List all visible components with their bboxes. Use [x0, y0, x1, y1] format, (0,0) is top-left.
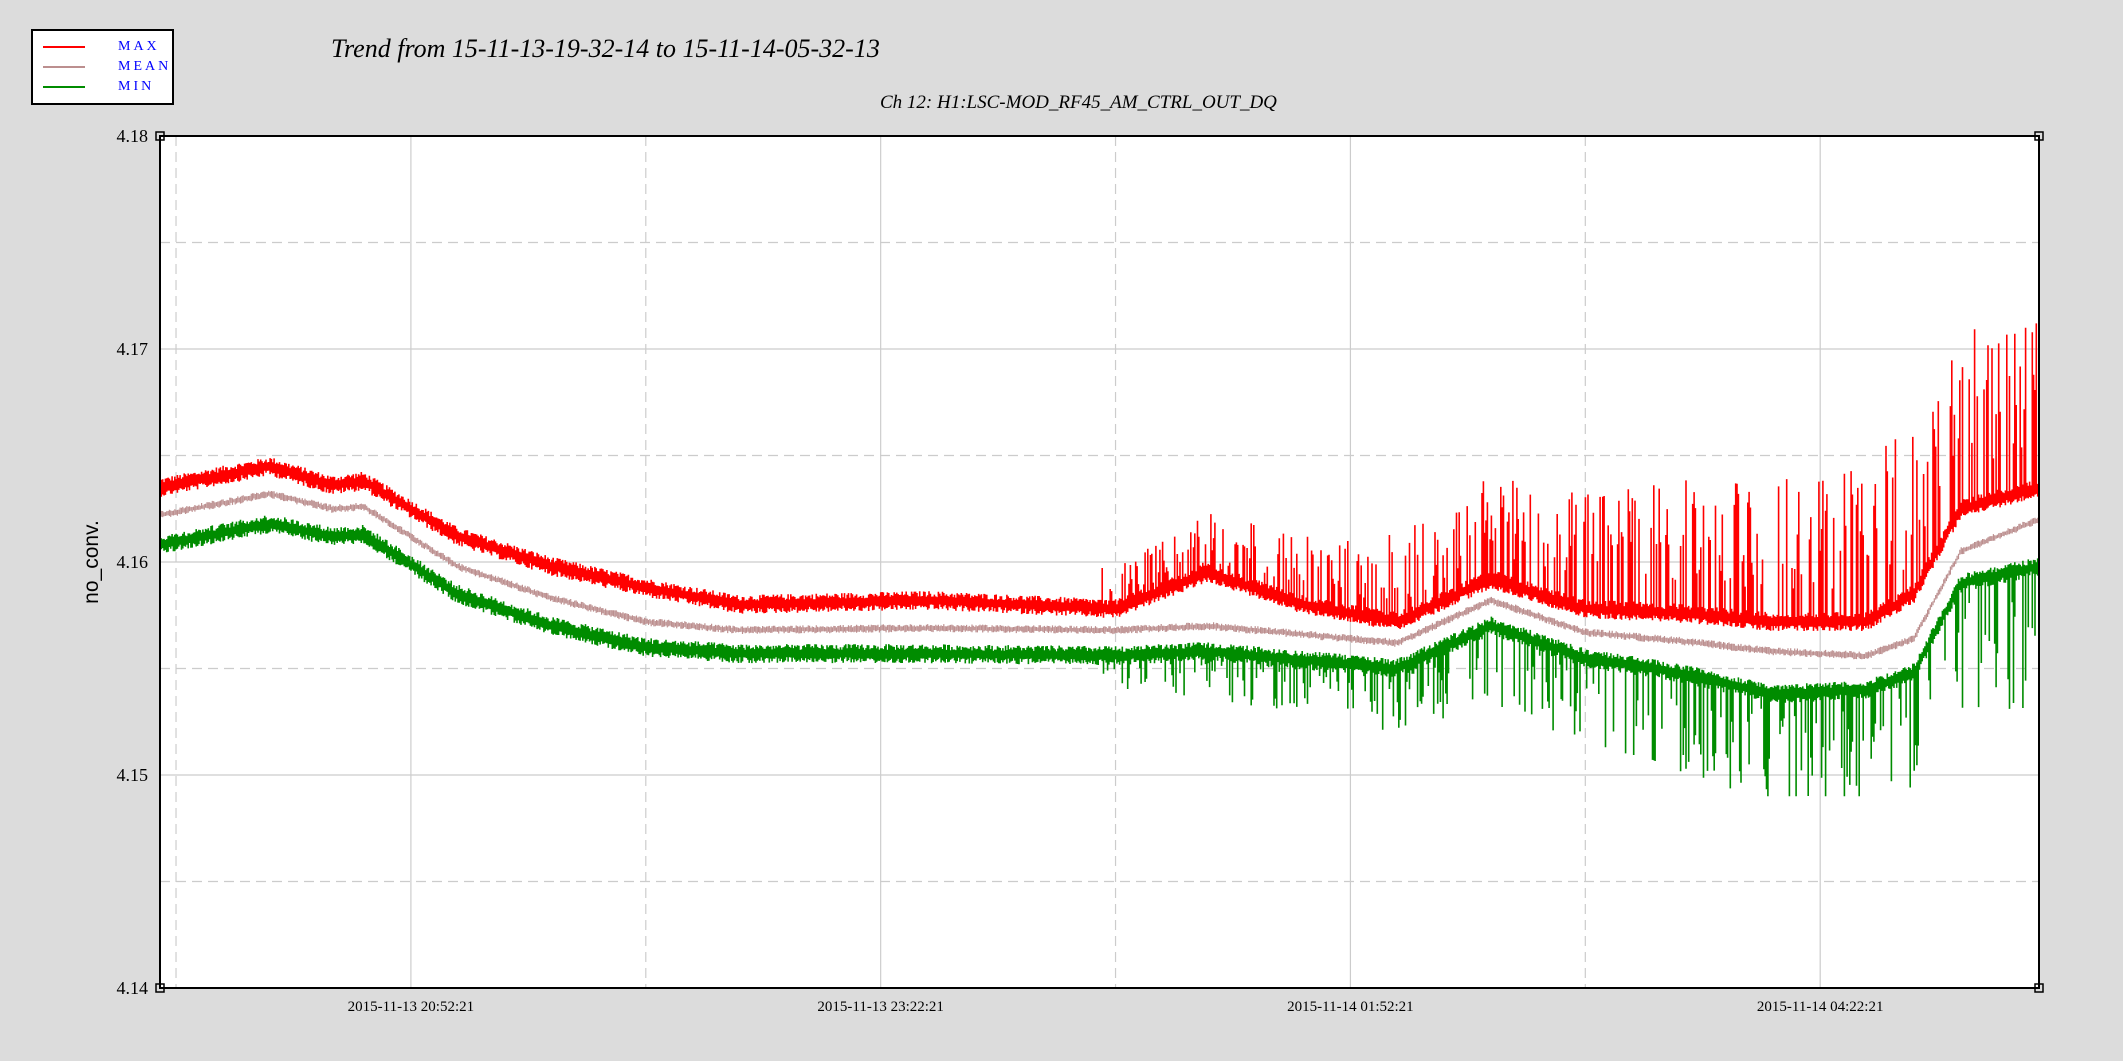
y-tick-label: 4.16: [117, 552, 149, 572]
x-tick-label: 2015-11-13 23:22:21: [817, 999, 944, 1015]
y-axis-label: no_conv.: [80, 520, 103, 604]
legend-label-min: MIN: [118, 79, 155, 94]
legend-swatch-max: [43, 46, 85, 48]
corner-marker: [155, 131, 165, 141]
plot-frame: [159, 135, 2040, 989]
y-tick-label: 4.17: [117, 339, 149, 359]
legend-label-max: MAX: [118, 39, 160, 54]
legend-item-max: MAX: [43, 37, 168, 57]
y-tick-label: 4.18: [117, 126, 149, 146]
corner-marker: [2034, 983, 2044, 993]
legend: MAX MEAN MIN: [31, 29, 174, 105]
chart-title: Trend from 15-11-13-19-32-14 to 15-11-14…: [331, 34, 880, 63]
chart-subtitle: Ch 12: H1:LSC-MOD_RF45_AM_CTRL_OUT_DQ: [880, 92, 1277, 113]
x-tick-label: 2015-11-14 04:22:21: [1757, 999, 1884, 1015]
legend-label-mean: MEAN: [118, 59, 172, 74]
legend-item-min: MIN: [43, 77, 168, 97]
x-tick-label: 2015-11-13 20:52:21: [348, 999, 475, 1015]
legend-swatch-mean: [43, 66, 85, 68]
legend-swatch-min: [43, 86, 85, 88]
y-tick-label: 4.15: [117, 765, 149, 785]
y-tick-label: 4.14: [117, 978, 149, 998]
corner-marker: [155, 983, 165, 993]
corner-marker: [2034, 131, 2044, 141]
legend-item-mean: MEAN: [43, 57, 168, 77]
x-tick-label: 2015-11-14 01:52:21: [1287, 999, 1414, 1015]
